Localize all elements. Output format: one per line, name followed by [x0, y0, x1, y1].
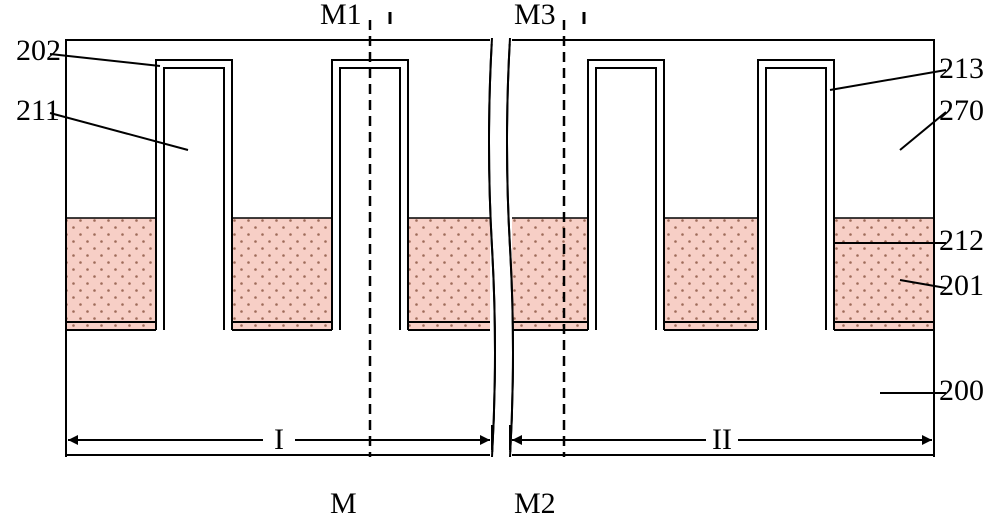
callout-label: M — [330, 487, 357, 520]
region-label: II — [712, 423, 732, 456]
callout-label: M3 — [514, 0, 556, 31]
callout-label: M1 — [320, 0, 362, 31]
fin-mask — [758, 60, 834, 332]
split-gap — [490, 38, 512, 457]
region-label: I — [274, 423, 284, 456]
callout-label: 213 — [939, 52, 984, 85]
fin-mask — [588, 60, 664, 332]
callout-label: 202 — [16, 34, 61, 67]
callout-label: 200 — [939, 374, 984, 407]
callout-label: 270 — [939, 94, 984, 127]
callout-label: 201 — [939, 269, 984, 302]
callout-label: 211 — [16, 94, 60, 127]
callout-label: M2 — [514, 487, 556, 520]
callout-label: 212 — [939, 224, 984, 257]
fin-mask — [156, 60, 232, 332]
